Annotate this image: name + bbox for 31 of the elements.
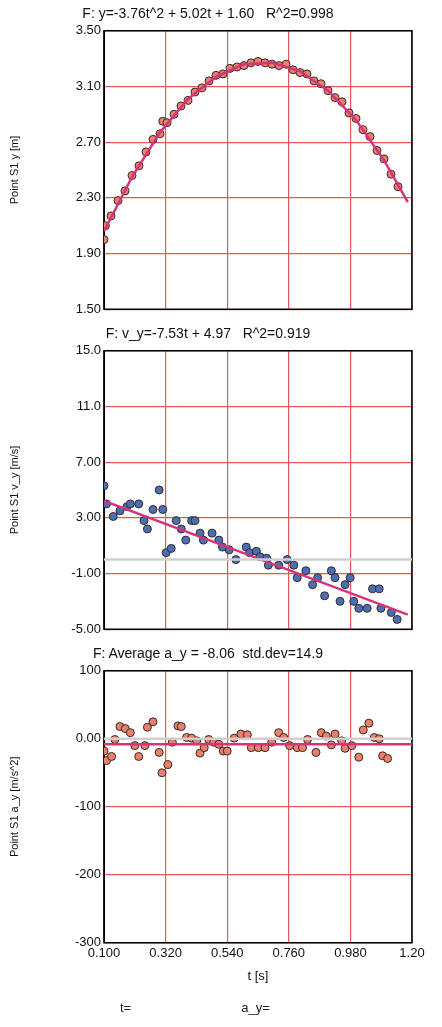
- y-tick-label: 7.00: [75, 453, 101, 469]
- chart-title: F: Average a_y = -8.06 std.dev=14.9: [92, 645, 324, 662]
- y-axis-title: Point S1 v_y [m/s]: [7, 445, 20, 535]
- y-tick-label: 1.90: [75, 245, 101, 261]
- text: t=: [120, 1000, 132, 1015]
- y-tick-label: 3.50: [75, 22, 101, 38]
- y-tick-label: 0.00: [75, 730, 101, 746]
- y-tick-label: -5.00: [71, 620, 101, 636]
- y-axis-title: Point S1 a_y [m/s^2]: [7, 756, 20, 858]
- x-tick-label: 1.20: [399, 945, 425, 961]
- y-tick-label: 11.0: [76, 398, 101, 414]
- x-axis-title: t [s]: [247, 967, 269, 983]
- y-tick-label: 100: [79, 662, 101, 678]
- chart-title: F: y=-3.76t^2 + 5.02t + 1.60 R^2=0.998: [82, 5, 334, 22]
- y-tick-label: -100: [74, 798, 101, 814]
- text: a_y=: [241, 1000, 270, 1015]
- y-tick-label: -200: [74, 866, 101, 882]
- x-tick-label: 0.540: [210, 945, 244, 961]
- y-tick-label: 1.50: [75, 300, 101, 316]
- x-tick-label: 0.100: [87, 945, 121, 961]
- x-tick-label: 0.980: [334, 945, 367, 961]
- y-tick-label: -1.00: [71, 565, 101, 581]
- y-tick-label: 3.10: [75, 78, 101, 94]
- y-axis-title: Point S1 y [m]: [7, 135, 20, 205]
- chart-title: F: v_y=-7.53t + 4.97 R^2=0.919: [105, 325, 311, 342]
- x-tick-label: 0.320: [149, 945, 182, 961]
- y-tick-label: 15.0: [75, 342, 101, 358]
- y-tick-label: 3.00: [75, 509, 101, 525]
- x-tick-label: 0.760: [272, 945, 306, 961]
- y-tick-label: 2.70: [75, 133, 101, 149]
- y-tick-label: 2.30: [75, 189, 101, 205]
